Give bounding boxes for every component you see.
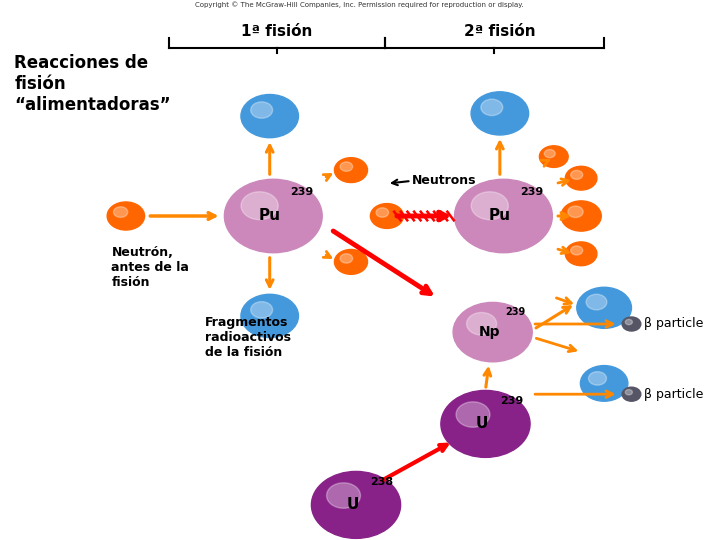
Text: Fragmentos
radioactivos
de la fisión: Fragmentos radioactivos de la fisión (205, 316, 291, 359)
Text: 239: 239 (290, 187, 313, 197)
Circle shape (456, 402, 490, 427)
Text: 239: 239 (520, 187, 544, 197)
Circle shape (312, 471, 400, 538)
Circle shape (580, 366, 628, 401)
Circle shape (107, 202, 145, 230)
Circle shape (453, 302, 532, 362)
Circle shape (568, 206, 583, 218)
Circle shape (340, 254, 353, 263)
Circle shape (622, 387, 641, 401)
Circle shape (376, 208, 389, 217)
Text: 239: 239 (500, 396, 523, 407)
Circle shape (251, 302, 273, 318)
Text: 1ª fisión: 1ª fisión (241, 24, 312, 39)
Text: β particle: β particle (644, 318, 703, 330)
Text: Pu: Pu (258, 208, 280, 224)
Circle shape (251, 102, 273, 118)
Text: 2ª fisión: 2ª fisión (464, 24, 536, 39)
Text: Pu: Pu (489, 208, 510, 224)
Circle shape (454, 179, 552, 253)
Text: U: U (476, 416, 488, 431)
Circle shape (481, 99, 503, 116)
Circle shape (625, 319, 632, 325)
Circle shape (622, 317, 641, 331)
Text: Reacciones de
fisión
“alimentadoras”: Reacciones de fisión “alimentadoras” (14, 54, 171, 113)
Text: 239: 239 (505, 307, 526, 316)
Circle shape (241, 192, 278, 220)
Text: Copyright © The McGraw-Hill Companies, Inc. Permission required for reproduction: Copyright © The McGraw-Hill Companies, I… (195, 2, 524, 8)
Circle shape (334, 249, 367, 274)
Circle shape (471, 92, 528, 135)
Circle shape (577, 287, 631, 328)
Circle shape (571, 246, 582, 255)
Circle shape (241, 294, 299, 338)
Circle shape (561, 201, 601, 231)
Text: Neutrón,
antes de la
fisión: Neutrón, antes de la fisión (112, 246, 189, 289)
Circle shape (471, 192, 508, 220)
Circle shape (334, 158, 367, 183)
Circle shape (467, 313, 497, 335)
Circle shape (544, 150, 555, 158)
Circle shape (539, 146, 568, 167)
Text: Np: Np (479, 325, 500, 339)
Circle shape (625, 389, 632, 395)
Circle shape (571, 170, 582, 179)
Circle shape (441, 390, 530, 457)
Circle shape (340, 162, 353, 171)
Circle shape (241, 94, 299, 138)
Circle shape (225, 179, 323, 253)
Circle shape (327, 483, 361, 508)
Circle shape (586, 294, 607, 310)
Text: β particle: β particle (644, 388, 703, 401)
Circle shape (370, 204, 403, 228)
Circle shape (565, 242, 597, 266)
Circle shape (588, 372, 606, 385)
Text: U: U (346, 497, 359, 512)
Circle shape (565, 166, 597, 190)
Text: 238: 238 (370, 477, 393, 488)
Circle shape (114, 207, 127, 218)
Text: Neutrons: Neutrons (411, 174, 476, 187)
